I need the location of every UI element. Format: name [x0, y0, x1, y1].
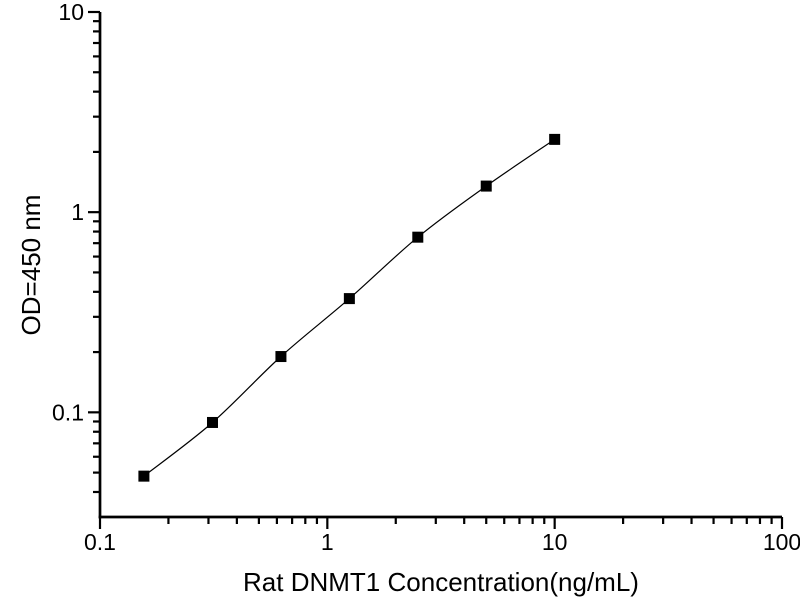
- x-axis-title: Rat DNMT1 Concentration(ng/mL): [243, 567, 639, 597]
- x-tick-label: 1: [321, 529, 334, 555]
- plot-layer: [138, 133, 561, 482]
- data-point-marker: [343, 293, 355, 305]
- data-point-marker: [480, 180, 492, 192]
- data-point-marker: [138, 470, 150, 482]
- data-point-marker: [412, 231, 424, 243]
- data-point-marker: [275, 351, 287, 363]
- x-tick-label: 10: [542, 529, 568, 555]
- data-point-marker: [549, 133, 561, 145]
- curve-line: [143, 138, 556, 477]
- y-axis-title: OD=450 nm: [16, 195, 46, 336]
- x-tick-label: 100: [763, 529, 800, 555]
- axes-layer: 0.1 1 10 100 0.1 1 10: [52, 0, 800, 555]
- y-tick-label: 1: [71, 199, 84, 225]
- y-tick-label: 10: [58, 0, 84, 25]
- y-tick-label: 0.1: [52, 399, 84, 425]
- data-point-marker: [206, 416, 218, 428]
- x-tick-label: 0.1: [84, 529, 116, 555]
